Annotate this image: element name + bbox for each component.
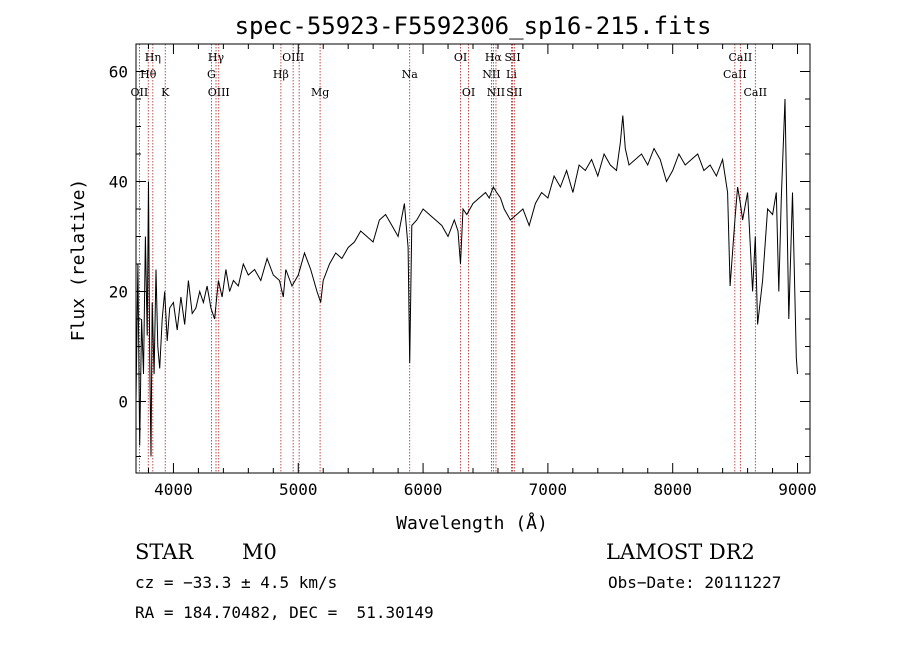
line-marker-label: OIII [282,51,304,64]
y-tick-label: 20 [109,283,128,302]
x-tick-label: 4000 [154,480,193,499]
line-marker-label: OI [462,86,475,99]
spectrum-chart: spec-55923-F5592306_sp16-215.fits OII Hθ H… [68,12,817,534]
line-markers: OIIHθHηKGHγOIIIHβOIIIMgNaOIOINIIHαNIILiS… [131,44,767,473]
line-marker-label: Li [506,68,517,81]
plot-frame [135,43,811,474]
x-tick-label: 7000 [529,480,568,499]
spectrum-series-line [135,98,798,457]
line-marker-label: NII [482,68,500,81]
y-axis-label: Flux (relative) [68,179,89,342]
survey-name: LAMOST DR2 [606,540,755,564]
line-marker-label: Hθ [140,68,157,81]
line-marker-label: Mg [311,86,329,99]
line-marker-label: K [161,86,170,99]
line-marker-label: Hγ [208,51,225,64]
line-marker-label: CaII [743,86,767,99]
line-marker-label: Na [402,68,419,81]
line-marker-label: Hβ [273,68,289,81]
y-tick-label: 0 [118,393,128,412]
line-marker-label: CaII [729,51,753,64]
object-subclass: M0 [242,540,277,564]
line-marker-label: SII [506,86,522,99]
object-class: STAR [135,540,194,564]
y-tick-label: 40 [109,173,128,192]
axis-ticks: 4000 5000 6000 7000 8000 9000 0 20 40 60 [109,44,817,499]
line-marker-label: CaII [723,68,747,81]
chart-title: spec-55923-F5592306_sp16-215.fits [235,12,712,40]
redshift-cz: cz = −33.3 ± 4.5 km/s [135,573,338,592]
y-tick-label: 60 [109,63,128,82]
line-marker-label: OI [454,51,467,64]
x-tick-label: 8000 [653,480,692,499]
line-marker-label: Hη [145,51,161,64]
line-marker-label: OII [131,86,149,99]
observation-date: Obs−Date: 20111227 [608,573,782,592]
line-marker-label: NII [487,86,505,99]
x-tick-label: 6000 [404,480,443,499]
sky-coordinates: RA = 184.70482, DEC = 51.30149 [135,603,434,622]
x-axis-label: Wavelength (Å) [396,512,548,534]
x-tick-label: 5000 [279,480,318,499]
line-marker-label: G [207,68,216,81]
line-marker-label: SII [504,51,520,64]
x-tick-label: 9000 [778,480,817,499]
line-marker-label: Hα [485,51,503,64]
line-marker-label: OIII [208,86,230,99]
